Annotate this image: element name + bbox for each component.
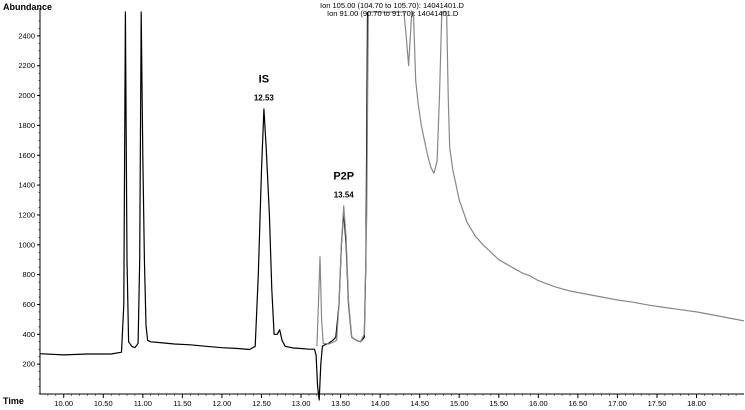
x-tick-label: 15.50	[489, 399, 508, 408]
x-tick-label: 13.00	[292, 399, 311, 408]
x-tick-label: 16.00	[529, 399, 548, 408]
y-tick-label: 1200	[18, 210, 35, 219]
x-tick-label: 11.00	[134, 399, 152, 408]
x-tick-label: 10.00	[54, 399, 73, 408]
x-tick-label: 10.50	[94, 399, 113, 408]
y-tick-label: 1400	[18, 181, 35, 190]
x-tick-label: 17.50	[648, 399, 667, 408]
y-tick-label: 1000	[18, 240, 35, 249]
peak-annotation-name: P2P	[333, 170, 354, 182]
series-line-2	[316, 11, 745, 347]
y-tick-label: 2000	[18, 91, 35, 100]
x-tick-label: 14.00	[371, 399, 390, 408]
y-tick-label: 400	[22, 330, 35, 339]
x-tick-label: 11.50	[173, 399, 191, 408]
y-tick-label: 2400	[18, 31, 35, 40]
y-tick-label: 2200	[18, 61, 35, 70]
peak-annotation-rt: 13.54	[334, 190, 355, 199]
x-tick-label: 18.00	[687, 399, 706, 408]
x-tick-label: 16.50	[568, 399, 587, 408]
y-tick-label: 600	[22, 300, 35, 309]
legend-ion-105: Ion 105.00 (104.70 to 105.70): 14041401.…	[320, 1, 464, 10]
x-tick-label: 17.00	[608, 399, 627, 408]
x-tick-label: 13.50	[331, 399, 350, 408]
x-tick-label: 14.50	[410, 399, 429, 408]
y-axis-title: Abundance	[3, 2, 52, 12]
y-tick-label: 200	[22, 360, 35, 369]
peak-annotation-name: IS	[259, 73, 269, 85]
peak-annotation-rt: 12.53	[254, 93, 275, 102]
x-tick-label: 15.00	[450, 399, 469, 408]
x-tick-label: 12.50	[252, 399, 271, 408]
legend-ion-91: Ion 91.00 (90.70 to 91.70): 14041401.D	[327, 9, 459, 18]
x-axis-title: Time	[3, 396, 24, 406]
x-tick-label: 12.00	[213, 399, 232, 408]
y-tick-label: 1800	[18, 121, 35, 130]
series-line-1	[39, 11, 369, 401]
y-tick-label: 1600	[18, 151, 35, 160]
y-tick-label: 800	[22, 270, 35, 279]
